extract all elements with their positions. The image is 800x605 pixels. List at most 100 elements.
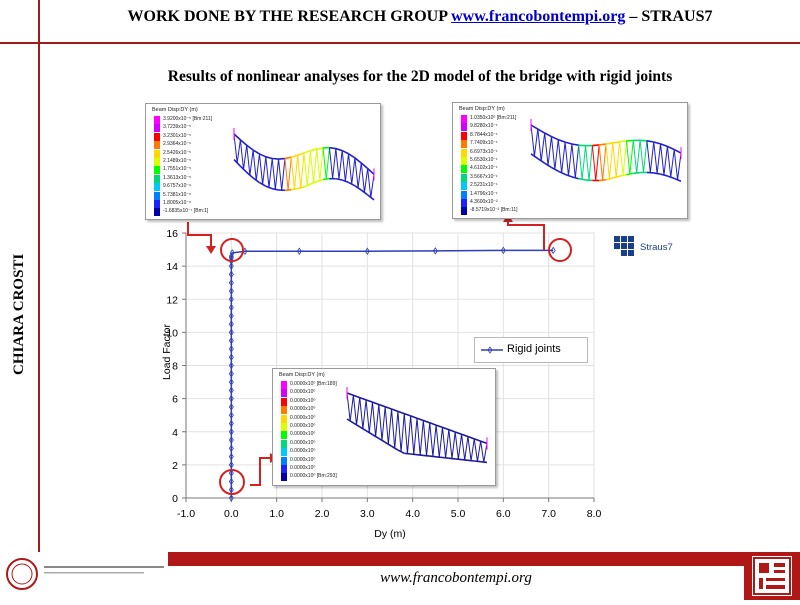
seal-stamp-icon xyxy=(752,556,792,596)
truss-diagonal xyxy=(545,133,548,165)
truss-diagonal xyxy=(630,140,633,174)
truss-top-chord xyxy=(606,143,613,144)
truss-top-chord xyxy=(462,434,468,436)
truss-top-chord xyxy=(674,149,681,153)
truss-diagonal xyxy=(301,153,304,188)
truss-diagonal xyxy=(279,159,282,190)
y-tick-label: 12 xyxy=(166,294,178,306)
truss-diagonal xyxy=(320,148,323,181)
truss-diagonal xyxy=(534,129,537,156)
x-tick-label: 4.0 xyxy=(405,508,420,520)
truss-top-chord xyxy=(430,423,436,425)
truss-diagonal xyxy=(369,402,372,432)
legend-label: Rigid joints xyxy=(507,343,561,355)
truss-diagonal xyxy=(240,140,243,170)
truss-diagonal xyxy=(372,402,375,436)
truss-top-chord xyxy=(531,125,538,129)
x-tick-label: 3.0 xyxy=(360,508,375,520)
truss-diagonal xyxy=(644,141,647,173)
university-seal-icon xyxy=(0,552,168,600)
y-tick-label: 0 xyxy=(172,493,178,505)
x-tick-label: 2.0 xyxy=(315,508,330,520)
truss-diagonal xyxy=(339,151,342,180)
truss-top-chord xyxy=(442,427,448,429)
truss-diagonal xyxy=(599,145,602,181)
truss-diagonal xyxy=(376,404,379,436)
truss-top-chord xyxy=(253,150,259,154)
truss-diagonal xyxy=(468,437,471,461)
truss-top-chord xyxy=(247,145,253,150)
truss-diagonal xyxy=(291,157,294,189)
truss-diagonal xyxy=(449,430,452,459)
truss-diagonal xyxy=(275,159,278,189)
truss-diagonal xyxy=(654,142,657,173)
y-tick-label: 4 xyxy=(172,427,178,439)
truss-top-chord xyxy=(436,425,442,427)
truss-top-chord xyxy=(538,129,545,133)
truss-top-chord xyxy=(317,148,323,149)
truss-diagonal xyxy=(368,169,371,198)
truss-top-chord xyxy=(565,142,572,144)
truss-top-chord xyxy=(647,141,654,142)
truss-diagonal xyxy=(323,148,326,179)
truss-diagonal xyxy=(414,418,417,454)
y-axis-label: Load Factor xyxy=(161,323,173,380)
truss-top-chord xyxy=(640,140,647,141)
truss-diagonal xyxy=(439,427,442,457)
footer-url[interactable]: www.francobontempi.org xyxy=(168,570,744,587)
truss-diagonal xyxy=(430,423,433,457)
truss-diagonal xyxy=(562,142,565,173)
truss-top-chord xyxy=(417,418,423,420)
y-tick-label: 14 xyxy=(166,261,178,273)
truss-diagonal xyxy=(558,140,561,173)
truss-top-chord xyxy=(360,398,366,400)
truss-top-chord xyxy=(404,414,410,416)
truss-diagonal xyxy=(288,157,291,190)
x-tick-label: 1.0 xyxy=(269,508,284,520)
x-tick-label: 7.0 xyxy=(541,508,556,520)
truss-diagonal xyxy=(606,144,609,179)
truss-top-chord xyxy=(667,146,674,149)
truss-top-chord xyxy=(558,140,565,142)
truss-diagonal xyxy=(667,146,670,177)
truss-diagonal xyxy=(603,144,606,180)
truss-diagonal xyxy=(586,146,589,181)
truss-diagonal xyxy=(237,140,240,163)
truss-diagonal xyxy=(674,149,677,179)
truss-top-chord xyxy=(259,154,265,157)
truss-top-chord xyxy=(298,153,304,155)
truss-top-chord xyxy=(592,145,599,146)
inset-3-bridge-drawing xyxy=(273,369,495,485)
truss-diagonal xyxy=(345,154,348,181)
truss-diagonal xyxy=(244,145,247,169)
truss-diagonal xyxy=(266,157,269,188)
legend-line-icon xyxy=(477,338,507,362)
truss-diagonal xyxy=(592,146,595,181)
truss-diagonal xyxy=(342,151,345,181)
truss-diagonal xyxy=(269,159,272,188)
truss-diagonal xyxy=(462,434,465,460)
truss-diagonal xyxy=(366,400,369,433)
truss-top-chord xyxy=(474,439,480,441)
truss-top-chord xyxy=(468,437,474,439)
straus7-logo: Straus7 xyxy=(612,234,682,260)
truss-diagonal xyxy=(436,425,439,457)
truss-top-chord xyxy=(392,409,398,411)
y-tick-label: 16 xyxy=(166,228,178,240)
truss-top-chord xyxy=(347,393,353,395)
truss-diagonal xyxy=(678,153,681,180)
truss-top-chord xyxy=(599,144,606,145)
truss-diagonal xyxy=(357,398,360,425)
truss-diagonal xyxy=(355,158,358,188)
truss-diagonal xyxy=(661,144,664,175)
truss-diagonal xyxy=(433,425,436,456)
truss-diagonal xyxy=(616,142,619,177)
truss-diagonal xyxy=(361,163,364,192)
truss-diagonal xyxy=(329,148,332,179)
truss-diagonal xyxy=(650,142,653,173)
truss-diagonal xyxy=(336,149,339,180)
truss-top-chord xyxy=(342,151,348,154)
x-tick-label: -1.0 xyxy=(177,508,195,520)
truss-diagonal xyxy=(385,407,388,444)
y-tick-label: 8 xyxy=(172,361,178,373)
